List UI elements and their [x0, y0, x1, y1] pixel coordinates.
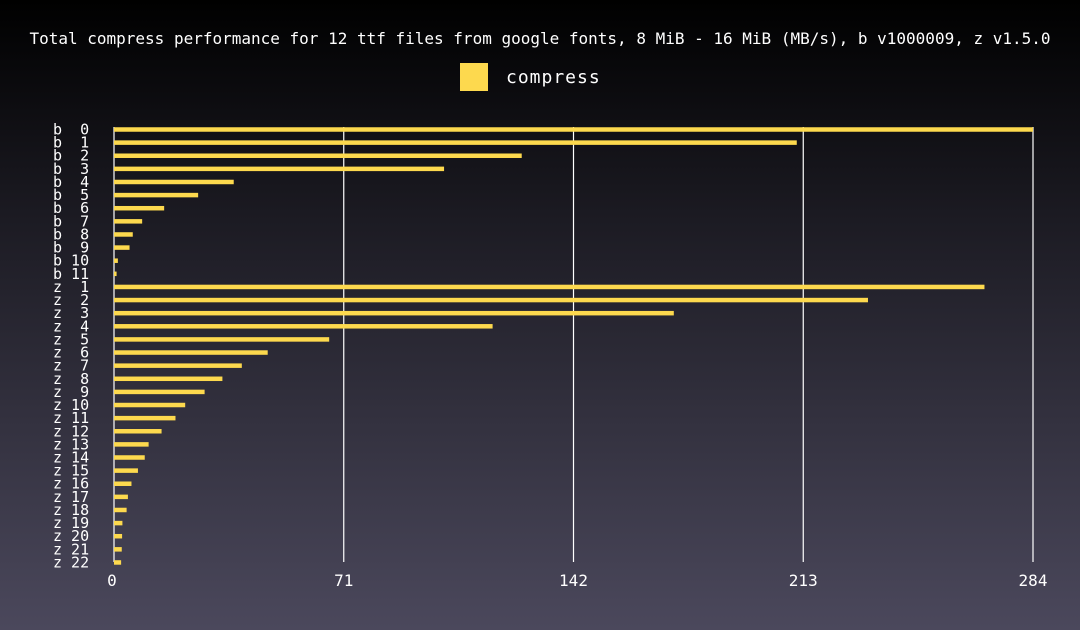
bar: [114, 127, 1033, 132]
x-tick-label: 213: [789, 571, 818, 590]
bar: [114, 415, 176, 421]
bar: [114, 297, 868, 303]
category-label: z 11: [53, 409, 89, 427]
bar: [114, 219, 143, 224]
bar: [114, 310, 674, 316]
category-label: b 1: [53, 134, 89, 152]
bar: [114, 258, 118, 263]
grid-lines: [113, 127, 1034, 562]
category-label: z 1: [53, 278, 89, 296]
bar: [114, 153, 522, 158]
bar: [114, 533, 123, 539]
category-label: z 14: [53, 449, 89, 467]
bar: [114, 271, 117, 277]
category-label: b 6: [53, 199, 89, 217]
bar: [114, 481, 132, 486]
bars: [114, 127, 1033, 565]
bar: [114, 520, 123, 526]
chart-title: Total compress performance for 12 ttf fi…: [29, 29, 1050, 48]
bar: [114, 389, 205, 395]
category-label: b 10: [53, 252, 89, 270]
bar: [114, 429, 162, 434]
bar: [114, 350, 268, 355]
x-tick-label: 71: [334, 571, 353, 590]
category-label: b 9: [53, 239, 89, 257]
bar: [114, 179, 234, 185]
category-label: z 5: [53, 330, 89, 348]
category-label: z 3: [53, 304, 89, 322]
bar: [114, 232, 133, 237]
bar: [114, 363, 242, 368]
bar: [114, 284, 985, 290]
category-labels: b 0b 1b 2b 3b 4b 5b 6b 7b 8b 9b 10b 11z …: [53, 121, 89, 572]
category-label: b 8: [53, 225, 89, 243]
bar: [114, 205, 165, 211]
legend-label: compress: [506, 67, 601, 88]
legend-swatch: [460, 63, 488, 91]
category-label: b 2: [53, 147, 89, 165]
category-label: z 16: [53, 475, 89, 493]
bar: [114, 324, 493, 329]
bar: [114, 166, 445, 172]
bar: [114, 245, 130, 250]
category-label: z 9: [53, 383, 89, 401]
bar: [114, 192, 199, 198]
bar: [114, 442, 149, 447]
bar: [114, 140, 797, 145]
category-label: z 15: [53, 462, 89, 480]
category-label: b 4: [53, 173, 89, 191]
category-label: b 7: [53, 212, 89, 230]
category-label: z 22: [53, 553, 89, 571]
category-label: z 4: [53, 317, 89, 335]
legend: compress: [460, 63, 601, 91]
bar: [114, 468, 138, 473]
category-label: z 7: [53, 357, 89, 375]
bar: [114, 455, 145, 460]
bar: [114, 337, 330, 342]
category-label: b 11: [53, 265, 89, 283]
x-tick-labels: 0 71 142 213 284: [107, 571, 1047, 590]
category-label: z 21: [53, 540, 89, 558]
category-label: b 3: [53, 160, 89, 178]
bar: [114, 507, 127, 513]
category-label: z 19: [53, 514, 89, 532]
bar: [114, 560, 122, 565]
category-label: z 8: [53, 370, 89, 388]
category-label: z 12: [53, 422, 89, 440]
bar: [114, 402, 186, 408]
category-label: b 5: [53, 186, 89, 204]
x-tick-label: 0: [107, 571, 117, 590]
category-label: z 18: [53, 501, 89, 519]
category-label: z 2: [53, 291, 89, 309]
x-tick-label: 284: [1019, 571, 1048, 590]
bar: [114, 547, 122, 552]
category-label: z 13: [53, 435, 89, 453]
category-label: z 6: [53, 344, 89, 362]
category-label: z 20: [53, 527, 89, 545]
bar: [114, 494, 128, 500]
category-label: b 0: [53, 121, 89, 139]
bar: [114, 376, 223, 382]
category-label: z 10: [53, 396, 89, 414]
category-label: z 17: [53, 488, 89, 506]
x-tick-label: 142: [559, 571, 588, 590]
